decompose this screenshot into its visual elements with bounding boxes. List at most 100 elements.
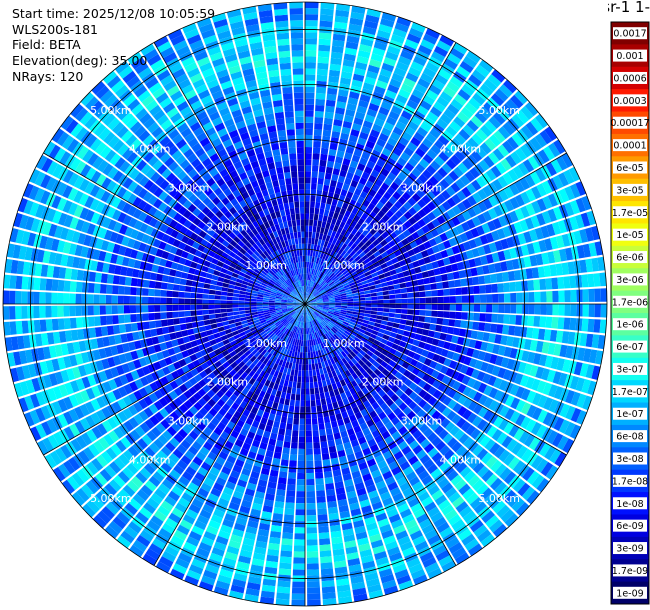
- range-gate: [311, 177, 318, 184]
- range-gate: [196, 287, 204, 294]
- range-gate: [517, 257, 526, 269]
- range-gate: [81, 317, 89, 328]
- range-gate: [112, 285, 119, 295]
- range-gate: [375, 319, 382, 324]
- range-gate: [344, 47, 358, 56]
- range-gate: [393, 249, 402, 257]
- range-gate: [405, 281, 413, 288]
- range-gate: [393, 363, 402, 371]
- range-gate: [391, 343, 399, 350]
- range-gate: [320, 556, 333, 564]
- range-gate: [330, 319, 337, 324]
- range-gate: [482, 198, 493, 210]
- range-gate: [142, 288, 149, 296]
- range-gate: [350, 243, 358, 250]
- range-gate: [358, 233, 366, 241]
- range-gate: [459, 60, 474, 74]
- range-gate: [142, 313, 149, 321]
- range-gate: [483, 78, 498, 92]
- range-gate: [455, 287, 462, 295]
- range-gate: [419, 310, 426, 316]
- range-gate: [354, 255, 361, 262]
- ray: [305, 304, 597, 396]
- range-gate: [431, 197, 442, 208]
- range-gate: [365, 232, 373, 240]
- range-gate: [33, 305, 40, 319]
- range-gate: [373, 214, 382, 223]
- range-gate: [400, 167, 411, 177]
- range-gate: [316, 305, 323, 308]
- range-gate: [406, 33, 421, 44]
- range-gate: [322, 299, 329, 301]
- range-gate: [326, 262, 331, 269]
- range-gate: [336, 150, 345, 158]
- range-gate: [407, 304, 414, 309]
- range-gate: [308, 280, 312, 287]
- range-gate: [502, 226, 512, 238]
- range-gate: [331, 275, 338, 281]
- range-gate: [389, 304, 396, 309]
- range-gate: [502, 122, 515, 136]
- range-gate: [351, 79, 363, 88]
- ray: [305, 304, 606, 350]
- range-gate: [316, 502, 327, 509]
- range-gate: [516, 445, 528, 459]
- range-gate: [373, 223, 382, 231]
- range-gate: [355, 282, 363, 287]
- range-gate: [386, 280, 394, 286]
- range-gate: [314, 123, 323, 130]
- range-gate: [575, 197, 586, 213]
- range-gate: [311, 304, 317, 306]
- range-gate: [395, 304, 402, 309]
- range-gate: [553, 250, 562, 263]
- range-gate: [362, 283, 369, 288]
- range-gate: [319, 435, 327, 442]
- range-gate: [286, 423, 293, 431]
- range-gate: [397, 329, 405, 335]
- range-gate: [311, 256, 315, 263]
- range-gate: [367, 278, 374, 283]
- range-gate: [305, 201, 310, 208]
- range-gate: [523, 256, 532, 268]
- range-gate: [208, 304, 215, 310]
- range-gate: [468, 339, 477, 349]
- range-gate: [454, 150, 466, 162]
- range-gate: [558, 372, 568, 387]
- range-gate: [373, 279, 381, 285]
- range-gate: [87, 305, 94, 316]
- range-gate: [331, 258, 337, 265]
- range-gate: [354, 223, 362, 231]
- range-gate: [314, 460, 322, 467]
- range-gate: [454, 344, 463, 354]
- range-gate: [295, 503, 305, 510]
- range-gate: [321, 580, 335, 588]
- range-gate: [399, 246, 407, 254]
- range-gate: [317, 302, 324, 304]
- range-gate: [306, 491, 316, 498]
- range-gate: [94, 272, 102, 283]
- range-gate: [322, 253, 327, 260]
- range-gate: [540, 461, 554, 477]
- range-gate: [465, 366, 475, 377]
- range-gate: [341, 215, 349, 223]
- range-gate: [285, 502, 295, 510]
- range-gate: [479, 234, 489, 245]
- range-gate: [406, 234, 415, 243]
- range-gate: [316, 300, 323, 302]
- range-gate: [196, 304, 203, 310]
- range-gate: [588, 304, 595, 318]
- range-gate: [376, 138, 387, 148]
- range-gate: [310, 306, 317, 309]
- range-gate: [378, 24, 393, 34]
- range-gate: [462, 397, 473, 409]
- range-gate: [305, 382, 310, 389]
- range-gate: [347, 325, 354, 331]
- range-gate: [166, 311, 173, 319]
- range-gate: [492, 218, 502, 229]
- range-gate: [387, 172, 397, 182]
- range-gate: [311, 268, 315, 275]
- range-gate: [383, 295, 390, 300]
- ray: [305, 16, 412, 304]
- range-gate: [514, 180, 525, 193]
- range-gate: [421, 329, 430, 336]
